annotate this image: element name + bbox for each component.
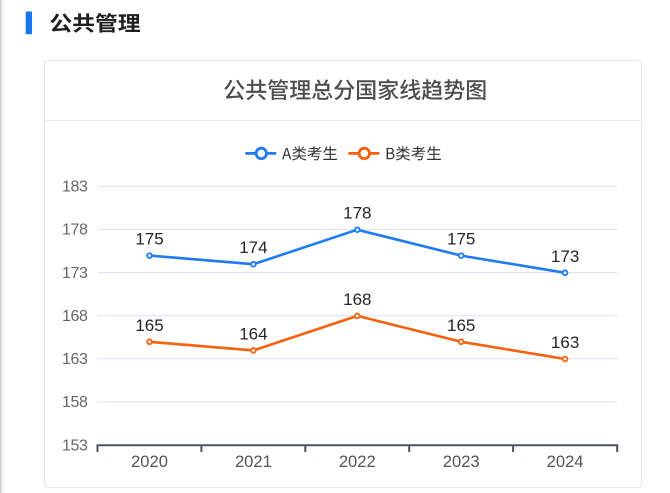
svg-text:153: 153 [62, 437, 88, 454]
svg-text:163: 163 [62, 351, 88, 368]
svg-text:175: 175 [135, 230, 163, 249]
svg-text:2023: 2023 [443, 452, 480, 471]
svg-text:175: 175 [447, 230, 475, 249]
svg-text:168: 168 [62, 308, 88, 325]
svg-text:165: 165 [135, 316, 163, 335]
svg-text:164: 164 [239, 324, 267, 343]
svg-text:2022: 2022 [339, 452, 376, 471]
svg-text:168: 168 [343, 290, 371, 309]
svg-text:165: 165 [447, 316, 475, 335]
svg-text:174: 174 [239, 238, 267, 257]
svg-text:2020: 2020 [131, 452, 168, 471]
svg-text:2021: 2021 [235, 452, 272, 471]
svg-text:178: 178 [62, 222, 88, 239]
svg-text:178: 178 [343, 204, 371, 223]
svg-text:183: 183 [62, 179, 88, 196]
svg-text:163: 163 [551, 333, 579, 352]
svg-text:173: 173 [62, 265, 88, 282]
svg-text:173: 173 [551, 247, 579, 266]
svg-text:2024: 2024 [547, 452, 584, 471]
svg-text:158: 158 [62, 394, 88, 411]
